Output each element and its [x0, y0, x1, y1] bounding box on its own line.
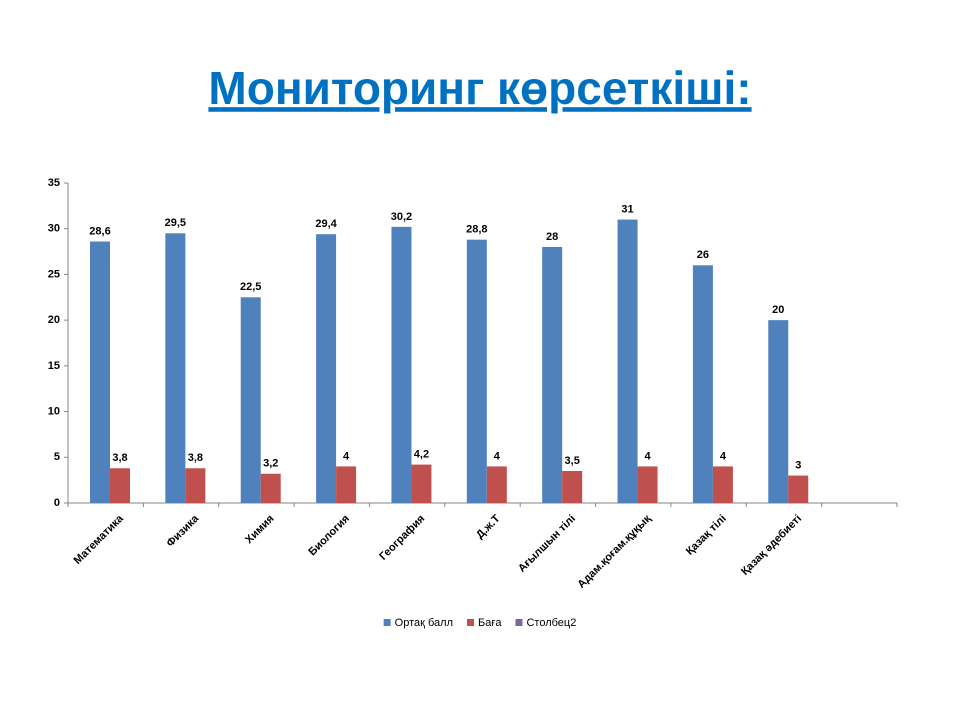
x-tick-label: География: [377, 513, 427, 563]
bar: [692, 265, 713, 503]
legend-label: Ортақ балл: [395, 617, 453, 629]
value-label: 3,8: [112, 452, 127, 464]
bar: [617, 219, 638, 504]
value-label: 3,2: [263, 458, 278, 470]
y-tick-label: 15: [48, 360, 60, 372]
legend: Ортақ балл Баға Столбец2: [383, 617, 576, 629]
value-label: 30,2: [391, 211, 412, 223]
y-tick-label: 25: [48, 268, 60, 280]
value-label: 31: [621, 203, 633, 215]
chart-title: Мониторинг көрсеткіші:: [208, 62, 751, 114]
bar: [110, 468, 130, 503]
value-label: 29,4: [315, 218, 337, 230]
y-tick-label: 30: [48, 223, 60, 235]
value-label: 3,5: [565, 455, 580, 467]
legend-label: Баға: [478, 617, 502, 629]
y-tick-label: 5: [54, 451, 60, 463]
value-label: 22,5: [240, 281, 261, 293]
value-label: 4: [494, 450, 501, 462]
value-label: 4: [644, 450, 651, 462]
value-label: 28,6: [89, 225, 110, 237]
bar: [768, 320, 789, 503]
legend-swatch: [383, 619, 391, 626]
value-label: 28,8: [466, 224, 487, 236]
x-tick-label: Физика: [164, 512, 201, 549]
x-tick-label: Адам.қоғам.құқық: [575, 512, 653, 590]
bar: [411, 464, 432, 503]
bar: [240, 297, 261, 503]
legend-swatch: [515, 619, 523, 626]
bar: [260, 473, 281, 503]
bar: [637, 466, 658, 503]
value-label: 26: [697, 249, 709, 261]
bar: [712, 466, 733, 503]
bar: [562, 471, 583, 503]
value-label: 3: [795, 459, 801, 471]
bar: [165, 233, 186, 504]
value-label: 4: [343, 450, 350, 462]
y-tick-label: 10: [48, 405, 60, 417]
value-label: 20: [772, 304, 784, 316]
bar: [788, 475, 809, 503]
x-tick-label: Химия: [243, 513, 277, 547]
value-label: 28: [546, 231, 558, 243]
bar: [466, 239, 487, 503]
legend-label: Столбец2: [526, 617, 576, 629]
y-tick-label: 0: [54, 497, 60, 509]
y-tick-label: 20: [48, 314, 60, 326]
bar: [185, 468, 206, 503]
bar: [391, 226, 412, 503]
x-tick-label: Ағылшын тілі: [516, 513, 578, 575]
bar: [542, 247, 563, 503]
y-tick-label: 35: [48, 177, 60, 189]
bar: [316, 234, 337, 503]
legend-swatch: [467, 619, 474, 626]
x-tick-label: Қазақ тілі: [684, 513, 729, 558]
value-label: 29,5: [165, 217, 186, 229]
value-label: 4: [720, 450, 727, 462]
value-label: 4,2: [414, 449, 429, 461]
x-tick-label: Математика: [72, 512, 127, 567]
x-tick-label: Биология: [306, 513, 352, 559]
bar: [486, 466, 507, 503]
bar: [336, 466, 357, 503]
bar: [90, 241, 110, 503]
value-label: 3,8: [188, 452, 203, 464]
x-tick-label: Қазақ әдебиеті: [739, 513, 804, 578]
x-tick-label: Д.ж.Т: [474, 512, 503, 541]
